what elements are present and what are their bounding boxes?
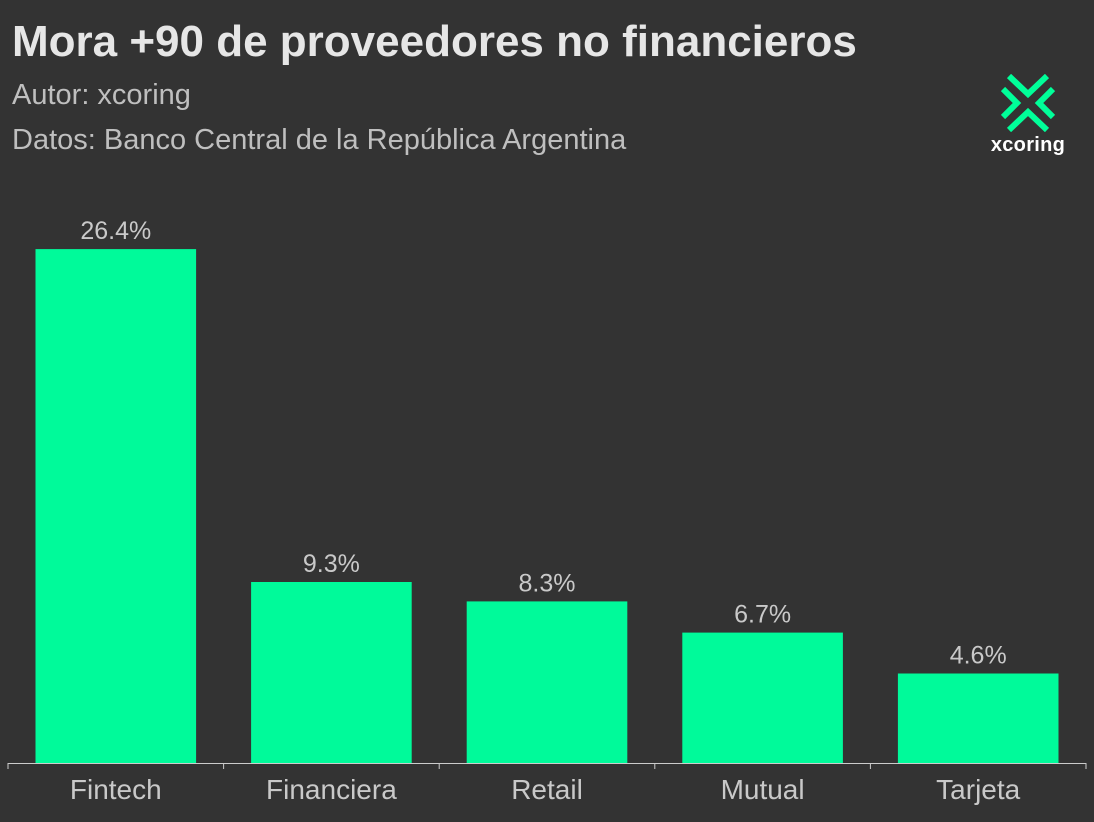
bar-tarjeta <box>897 673 1059 763</box>
data-label-retail: 8.3% <box>519 569 576 597</box>
chart-header: Mora +90 de proveedores no financieros A… <box>12 17 857 158</box>
bar-retail <box>466 601 628 763</box>
x-tick-label-fintech: Fintech <box>70 774 162 805</box>
data-label-tarjeta: 4.6% <box>950 642 1007 670</box>
xcoring-x-logo-icon <box>1000 74 1056 132</box>
bar-financiera <box>251 582 412 763</box>
x-tick-label-tarjeta: Tarjeta <box>936 774 1020 805</box>
xcoring-logo: xcoring <box>986 74 1070 157</box>
data-label-fintech: 26.4% <box>80 217 151 245</box>
x-tick-label-financiera: Financiera <box>266 774 397 805</box>
x-tick-label-retail: Retail <box>511 774 583 805</box>
bar-fintech <box>35 249 197 764</box>
bar-mutual <box>682 632 843 763</box>
x-tick-label-mutual: Mutual <box>721 774 805 805</box>
data-label-financiera: 9.3% <box>303 550 360 578</box>
chart-title: Mora +90 de proveedores no financieros <box>12 17 857 66</box>
chart-author: Autor: xcoring <box>12 79 191 112</box>
data-label-mutual: 6.7% <box>734 601 791 629</box>
chart-source: Datos: Banco Central de la República Arg… <box>12 124 627 157</box>
logo-text: xcoring <box>990 134 1066 156</box>
